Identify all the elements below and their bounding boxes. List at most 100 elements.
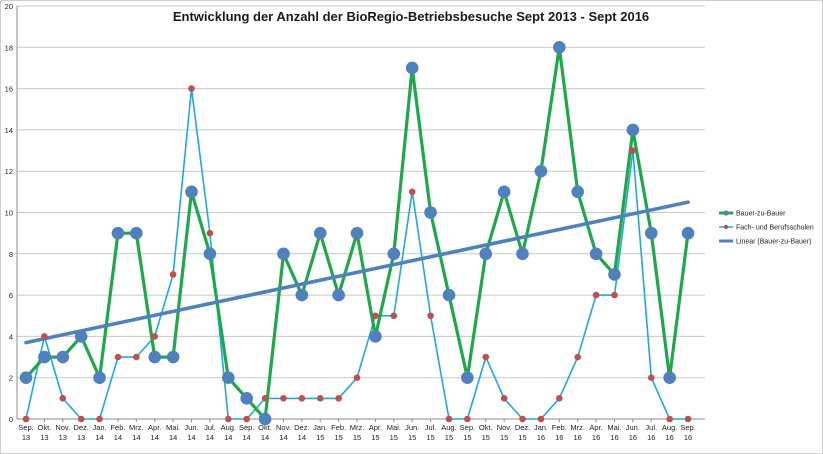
data-point-bauer-zu-bauer (295, 288, 309, 302)
data-point-bauer-zu-bauer (424, 206, 437, 219)
y-tick-label: 8 (9, 250, 13, 259)
x-tick-label: Apr. 14 (148, 423, 161, 442)
legend-item-bauer-zu-bauer-marker (723, 210, 729, 216)
data-point-fach-und-berufsschulen (261, 395, 269, 402)
data-point-bauer-zu-bauer (313, 226, 327, 240)
x-tick-label: Aug. 15 (441, 423, 456, 442)
data-point-bauer-zu-bauer (240, 392, 253, 405)
data-point-fach-und-berufsschulen (629, 147, 637, 154)
data-point-fach-und-berufsschulen (445, 415, 453, 423)
data-point-fach-und-berufsschulen (556, 395, 563, 402)
data-point-bauer-zu-bauer (185, 185, 198, 199)
data-point-fach-und-berufsschulen (372, 312, 379, 320)
x-tick-label: Jun. 16 (626, 423, 640, 442)
y-tick-label: 18 (5, 43, 13, 52)
data-point-fach-und-berufsschulen (96, 415, 103, 423)
x-tick-label: Sep. 15 (460, 423, 475, 442)
data-point-fach-und-berufsschulen (77, 415, 85, 423)
x-tick-label: Jul. 15 (425, 423, 437, 442)
data-point-bauer-zu-bauer (258, 412, 272, 426)
x-tick-label: Mai. 14 (166, 423, 180, 442)
data-point-fach-und-berufsschulen (188, 85, 195, 92)
x-tick-label: Jan. 14 (92, 423, 106, 442)
data-point-bauer-zu-bauer (516, 247, 529, 261)
x-tick-label: Jul. 14 (204, 423, 216, 442)
x-tick-label: Dez. 13 (73, 423, 88, 442)
x-tick-label: Feb. 14 (110, 423, 125, 442)
x-tick-label: Mai. 15 (387, 423, 401, 442)
x-tick-label: Sep. 16 (680, 423, 695, 442)
data-point-bauer-zu-bauer (589, 247, 603, 261)
y-tick-label: 2 (9, 374, 13, 383)
data-point-bauer-zu-bauer (277, 247, 290, 261)
x-tick-label: Okt. 15 (479, 423, 493, 442)
data-point-fach-und-berufsschulen (169, 271, 177, 278)
chart-title: Entwicklung der Anzahl der BioRegio-Betr… (173, 9, 649, 24)
data-point-fach-und-berufsschulen (41, 333, 48, 340)
y-tick-label: 4 (9, 332, 13, 341)
x-tick-label: Apr. 16 (589, 423, 602, 442)
data-point-bauer-zu-bauer (387, 247, 401, 261)
x-tick-label: Nov. 14 (276, 423, 291, 442)
data-point-bauer-zu-bauer (644, 226, 658, 240)
data-point-fach-und-berufsschulen (353, 374, 361, 382)
series-group (19, 41, 695, 426)
data-point-fach-und-berufsschulen (59, 395, 67, 402)
data-point-bauer-zu-bauer (74, 330, 88, 343)
data-point-bauer-zu-bauer (221, 371, 235, 385)
data-point-bauer-zu-bauer (130, 226, 143, 240)
data-point-bauer-zu-bauer (626, 123, 640, 137)
x-tick-label: Mrz. 16 (570, 423, 585, 442)
x-tick-label: Sep. 13 (18, 423, 33, 442)
data-point-fach-und-berufsschulen (390, 312, 398, 320)
data-point-bauer-zu-bauer (534, 164, 548, 178)
data-point-fach-und-berufsschulen (500, 395, 508, 402)
data-point-bauer-zu-bauer (350, 226, 364, 240)
x-tick-label: Dez. 14 (294, 423, 309, 442)
x-tick-label: Okt. 13 (38, 423, 52, 442)
data-point-bauer-zu-bauer (663, 371, 676, 385)
data-point-fach-und-berufsschulen (464, 415, 471, 423)
data-point-fach-und-berufsschulen (298, 395, 306, 402)
y-tick-label: 20 (5, 2, 13, 11)
x-tick-label: Apr. 15 (369, 423, 382, 442)
data-point-bauer-zu-bauer (681, 226, 695, 240)
data-point-fach-und-berufsschulen (133, 353, 140, 361)
data-point-bauer-zu-bauer (19, 371, 33, 385)
trendline-linear-bauer-zu-bauer (24, 200, 690, 345)
data-point-fach-und-berufsschulen (684, 415, 692, 423)
y-tick-label: 0 (9, 415, 13, 424)
x-tick-label: Jun. 14 (184, 423, 198, 442)
legend-item-fach-und-berufsschulen-label: Fach- und Berufsschulen (736, 225, 814, 232)
x-tick-label: Nov. 13 (55, 423, 70, 442)
data-point-bauer-zu-bauer (166, 350, 180, 364)
y-tick-label: 6 (9, 291, 13, 300)
x-tick-label: Nov. 15 (497, 423, 512, 442)
data-point-bauer-zu-bauer (38, 350, 51, 364)
data-point-fach-und-berufsschulen (335, 395, 342, 402)
x-tick-label: Okt. 14 (258, 423, 272, 442)
data-point-fach-und-berufsschulen (316, 395, 324, 402)
data-point-fach-und-berufsschulen (151, 333, 159, 340)
x-tick-label: Mai. 16 (607, 423, 621, 442)
data-point-bauer-zu-bauer (369, 330, 382, 343)
data-point-fach-und-berufsschulen (114, 353, 122, 361)
data-point-fach-und-berufsschulen (537, 415, 545, 423)
data-point-fach-und-berufsschulen (280, 395, 287, 402)
x-tick-label: Mrz. 15 (350, 423, 365, 442)
data-point-fach-und-berufsschulen (408, 188, 416, 196)
x-tick-label: Dez. 15 (515, 423, 530, 442)
data-point-fach-und-berufsschulen (206, 229, 214, 237)
data-point-bauer-zu-bauer (553, 41, 566, 54)
data-point-bauer-zu-bauer (111, 226, 125, 240)
legend-item-fach-und-berufsschulen-marker (723, 224, 729, 230)
legend-item-bauer-zu-bauer-label: Bauer-zu-Bauer (736, 211, 786, 218)
x-tick-label: Aug. 14 (221, 423, 236, 442)
data-point-fach-und-berufsschulen (482, 353, 490, 361)
data-point-bauer-zu-bauer (93, 371, 106, 385)
x-tick-label: Jul. 16 (645, 423, 657, 442)
data-point-fach-und-berufsschulen (592, 291, 600, 299)
data-point-bauer-zu-bauer (56, 350, 70, 364)
